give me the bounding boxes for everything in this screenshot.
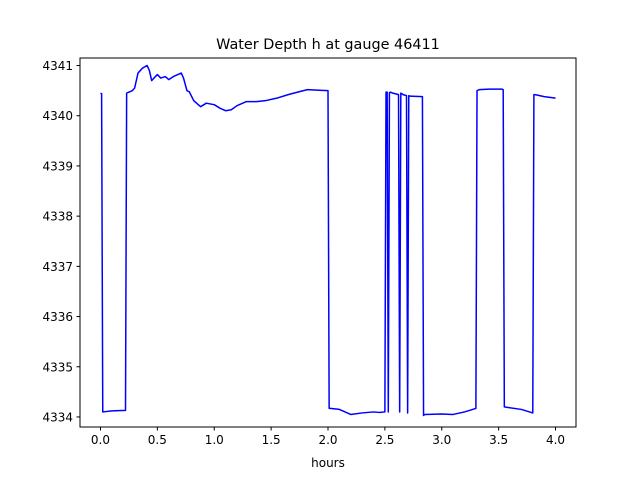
y-tick-label: 4339 [42,159,73,173]
plot-area [79,57,577,428]
y-axis: 4334 4335 4336 4337 4338 4339 4340 4341 [42,59,80,424]
x-tick-label: 0.5 [148,433,167,447]
y-tick-label: 4334 [42,410,73,424]
y-tick-label: 4335 [42,360,73,374]
x-tick-label: 3.0 [432,433,451,447]
series-line [100,64,556,417]
y-tick-label: 4338 [42,210,73,224]
chart-title: Water Depth h at gauge 46411 [216,37,440,53]
x-axis-label: hours [311,456,345,470]
x-axis: 0.0 0.5 1.0 1.5 2.0 2.5 3.0 3.5 4.0 [91,427,565,447]
y-tick-label: 4336 [42,310,73,324]
x-tick-label: 1.0 [205,433,224,447]
x-tick-label: 0.0 [91,433,110,447]
y-tick-label: 4341 [42,59,73,73]
y-tick-label: 4340 [42,109,73,123]
x-tick-label: 4.0 [546,433,565,447]
x-tick-label: 1.5 [262,433,281,447]
x-tick-label: 2.0 [318,433,337,447]
x-tick-label: 3.5 [489,433,508,447]
y-tick-label: 4337 [42,260,73,274]
x-tick-label: 2.5 [375,433,394,447]
